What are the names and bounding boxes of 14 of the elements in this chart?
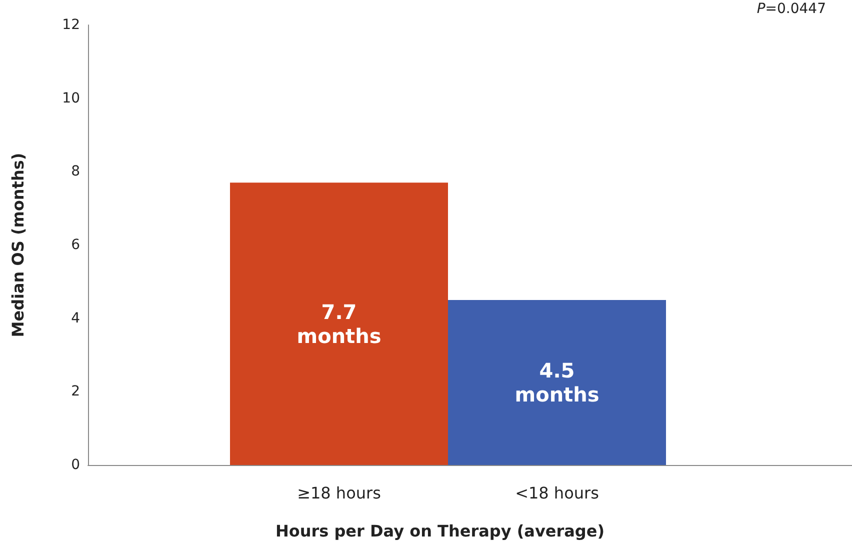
y-tick-label: 8 xyxy=(71,164,80,180)
x-tick-label: <18 hours xyxy=(515,484,599,502)
y-tick-label: 6 xyxy=(71,237,80,253)
y-tick-label: 12 xyxy=(62,17,80,33)
y-tick-label: 4 xyxy=(71,310,80,326)
text: P=0.0447 xyxy=(756,1,826,17)
y-axis-title: Median OS (months) xyxy=(8,152,28,338)
y-tick-label: 2 xyxy=(71,384,80,400)
y-tick-label: 10 xyxy=(62,90,80,106)
x-axis-title: Hours per Day on Therapy (average) xyxy=(275,522,605,540)
y-tick-label: 0 xyxy=(71,457,80,473)
data-label: 4.5 months xyxy=(514,358,600,406)
data-label: 7.7 months xyxy=(296,300,382,348)
x-tick-label: ≥18 hours xyxy=(297,484,381,502)
